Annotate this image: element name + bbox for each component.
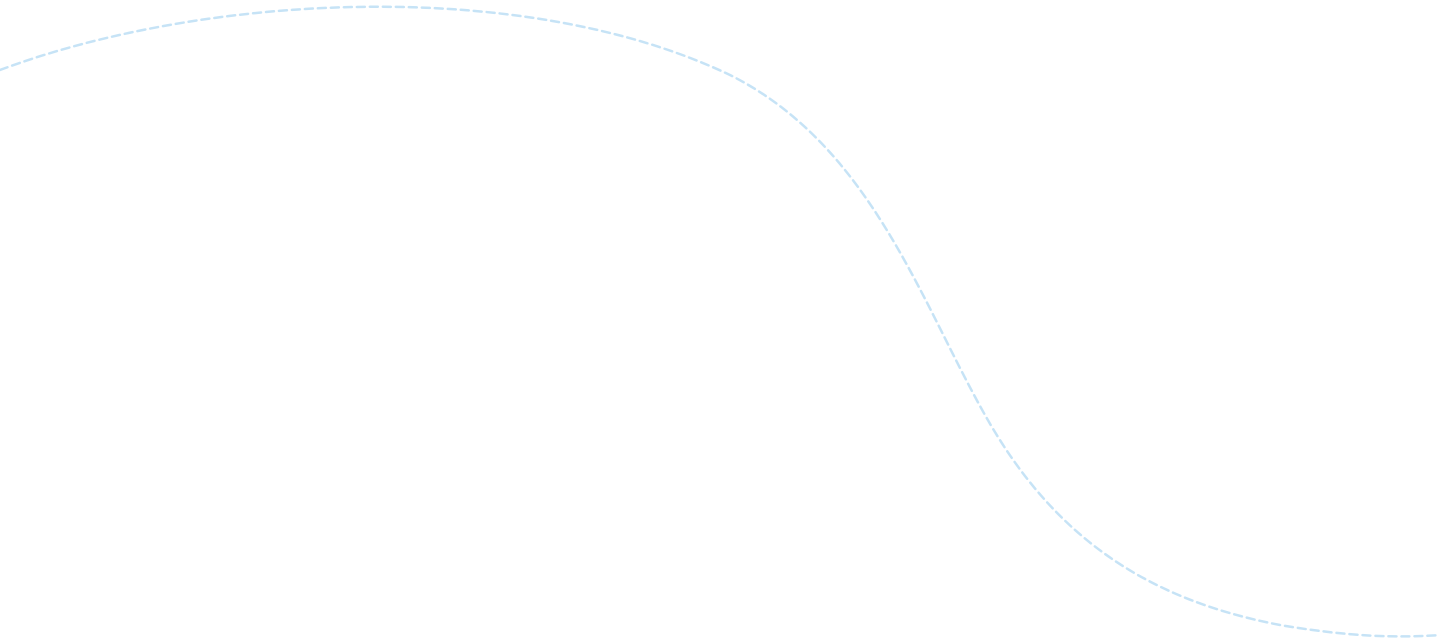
dashed-curve xyxy=(0,5,1440,638)
